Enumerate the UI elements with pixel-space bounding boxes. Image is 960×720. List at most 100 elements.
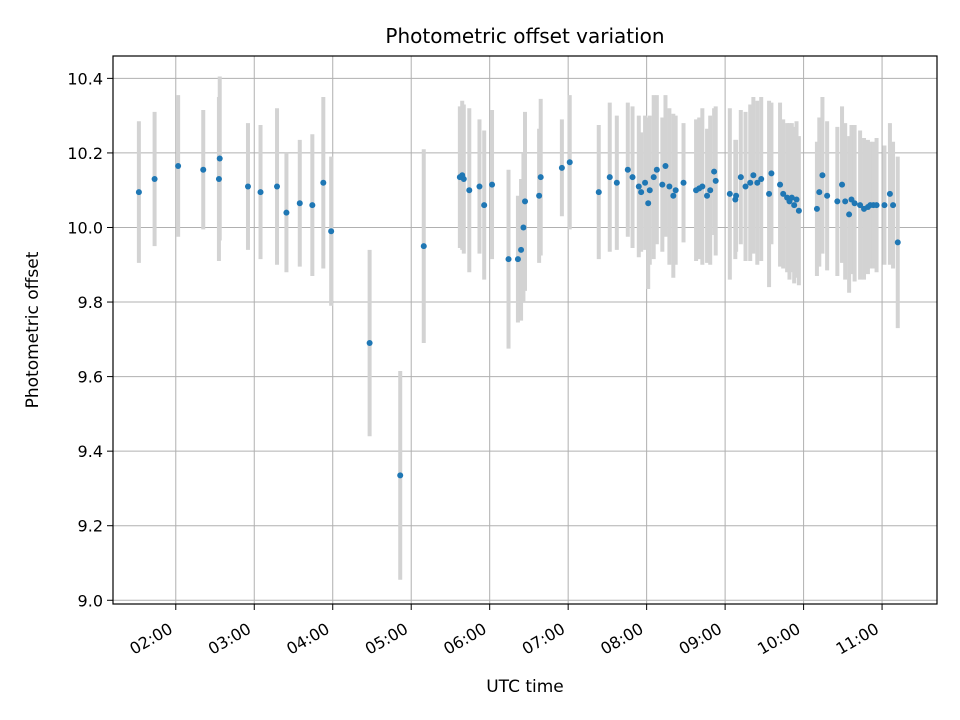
data-point (558, 164, 565, 171)
data-point (537, 174, 544, 181)
data-point (857, 202, 864, 209)
data-point (151, 176, 158, 183)
data-point (200, 166, 207, 173)
data-point (175, 162, 182, 169)
data-point (536, 192, 543, 199)
data-point (257, 189, 264, 196)
data-point (754, 179, 761, 186)
data-point (481, 202, 488, 209)
data-point (680, 179, 687, 186)
data-point (768, 170, 775, 177)
data-point (397, 472, 404, 479)
data-point (638, 189, 645, 196)
plot-frame (112, 55, 938, 605)
data-point (758, 176, 765, 183)
data-point (839, 181, 846, 188)
data-point (244, 183, 251, 190)
data-point (476, 183, 483, 190)
y-tick-label: 10.2 (67, 144, 103, 163)
data-point (520, 224, 527, 231)
data-point (624, 166, 631, 173)
data-point (505, 256, 512, 263)
data-point (819, 172, 826, 179)
data-point (522, 198, 528, 205)
data-point (320, 179, 327, 186)
data-point (366, 340, 373, 347)
y-tick-label: 9.2 (78, 517, 103, 536)
data-point (514, 256, 521, 263)
data-point (886, 190, 893, 197)
data-point (824, 192, 831, 199)
y-tick-label: 10.0 (67, 218, 103, 237)
data-point (733, 192, 740, 199)
data-point (699, 183, 706, 190)
data-point (894, 239, 901, 246)
data-point (788, 194, 795, 201)
data-point (842, 198, 849, 205)
y-axis: 9.0 9.2 9.4 9.6 9.8 10.0 10.2 10.4 (67, 69, 113, 610)
y-tick-label: 9.8 (78, 293, 103, 312)
data-point (750, 172, 757, 179)
y-tick-label: 9.6 (78, 368, 103, 387)
data-point (766, 190, 773, 197)
data-point (742, 183, 749, 190)
data-point (851, 200, 858, 207)
data-point (328, 228, 335, 235)
data-point (737, 174, 744, 181)
data-point (881, 202, 888, 209)
data-point (816, 189, 823, 196)
data-point (890, 202, 897, 209)
data-point (635, 183, 642, 190)
data-point (518, 246, 525, 253)
data-point (215, 176, 222, 183)
data-point (309, 202, 316, 209)
data-point (606, 174, 613, 181)
data-point (296, 200, 303, 207)
data-point (846, 211, 853, 218)
data-point (283, 209, 290, 216)
data-point (613, 179, 620, 186)
data-point (653, 166, 660, 173)
data-point (662, 162, 669, 169)
data-point (777, 181, 784, 188)
chart-title: Photometric offset variation (385, 24, 664, 48)
data-point (659, 181, 666, 188)
data-point (216, 155, 223, 162)
data-point (704, 192, 711, 199)
data-point (466, 187, 473, 194)
data-point (595, 189, 602, 196)
y-tick-label: 10.4 (67, 69, 103, 88)
data-point (795, 207, 802, 214)
y-axis-label: Photometric offset (23, 251, 43, 408)
data-point (489, 181, 496, 188)
data-point (791, 202, 798, 209)
data-point (629, 174, 636, 181)
data-point (672, 187, 679, 194)
y-tick-label: 9.0 (78, 591, 103, 610)
y-tick-label: 9.4 (78, 442, 103, 461)
data-point (873, 202, 880, 209)
points (135, 155, 901, 479)
data-point (420, 243, 427, 250)
data-point (650, 174, 657, 181)
data-point (670, 192, 677, 199)
data-point (813, 205, 820, 212)
data-point (666, 183, 673, 190)
data-point (711, 168, 718, 175)
data-point (712, 177, 719, 184)
data-point (645, 200, 652, 207)
data-point (834, 198, 841, 205)
data-point (747, 179, 754, 186)
x-axis-label: UTC time (486, 677, 564, 697)
data-point (726, 190, 733, 197)
data-point (707, 187, 714, 194)
data-point (646, 187, 653, 194)
data-point (566, 159, 573, 166)
data-point (793, 196, 800, 203)
data-point (780, 190, 787, 197)
data-point (274, 183, 281, 190)
data-point (460, 176, 467, 183)
data-point (642, 179, 649, 186)
